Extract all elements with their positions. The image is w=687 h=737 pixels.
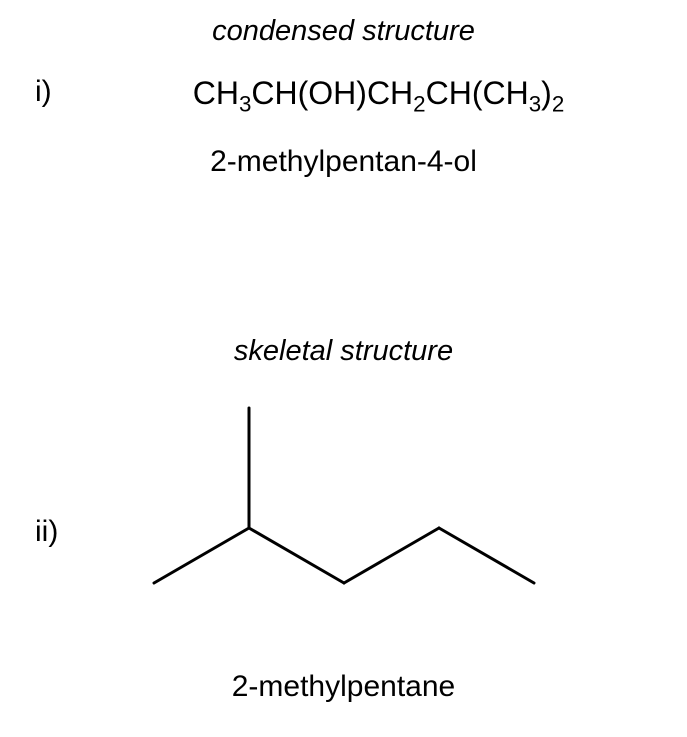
formula-part: CH [193, 75, 239, 111]
condensed-formula: CH3CH(OH)CH2CH(CH3)2 [0, 75, 687, 117]
formula-sub: 3 [529, 91, 541, 116]
heading-skeletal: skeletal structure [0, 335, 687, 368]
section-skeletal-heading: skeletal structure [0, 335, 687, 368]
compound-name-1: 2-methylpentan-4-ol [0, 145, 687, 179]
skeletal-diagram-container [0, 388, 687, 608]
name-row-1: 2-methylpentan-4-ol [0, 145, 687, 179]
formula-sub: 2 [552, 91, 564, 116]
formula-row: i) CH3CH(OH)CH2CH(CH3)2 [0, 75, 687, 117]
formula-sub: 2 [413, 91, 425, 116]
list-marker-i: i) [35, 75, 52, 109]
formula-part: CH(OH)CH [251, 75, 413, 111]
skeletal-svg [114, 388, 574, 608]
formula-part: ) [541, 75, 552, 111]
heading-condensed: condensed structure [0, 15, 687, 48]
skeletal-lines [154, 408, 534, 583]
compound-name-2: 2-methylpentane [0, 670, 687, 704]
name-row-2: 2-methylpentane [0, 670, 687, 704]
formula-part: CH(CH [426, 75, 529, 111]
section-condensed: condensed structure [0, 15, 687, 48]
formula-sub: 3 [239, 91, 251, 116]
